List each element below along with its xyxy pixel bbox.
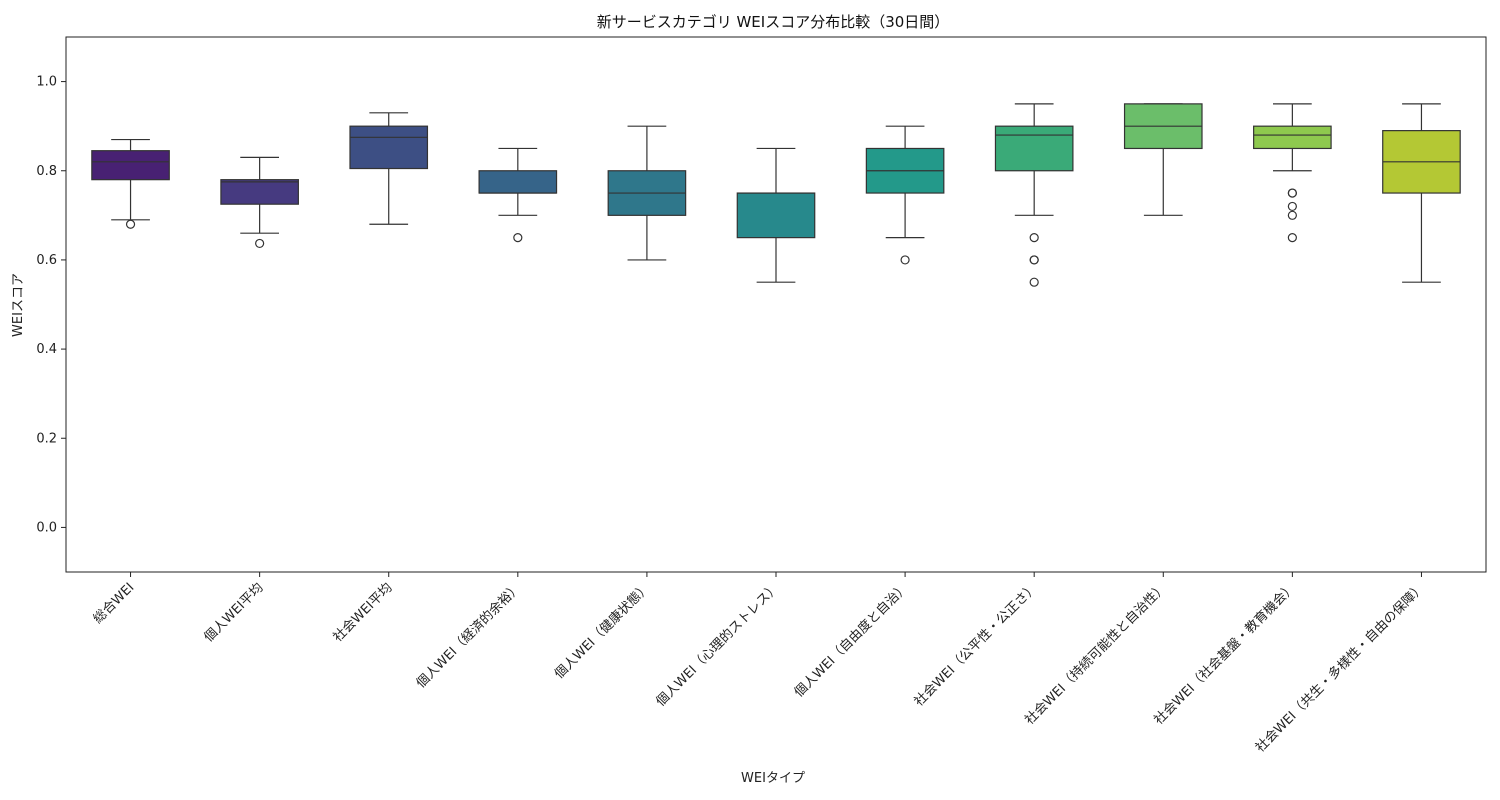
y-tick-label: 1.0 bbox=[36, 75, 57, 90]
box-iqr bbox=[349, 125, 429, 170]
outlier-point bbox=[1287, 201, 1297, 212]
y-tick-label: 0.6 bbox=[36, 253, 57, 268]
box-iqr bbox=[478, 170, 558, 194]
outlier-point bbox=[125, 219, 136, 229]
x-tick-label: 社会WEI（持続可能性と自治性） bbox=[1022, 580, 1170, 728]
outlier-point bbox=[1287, 210, 1297, 220]
outlier-point bbox=[1287, 233, 1297, 243]
x-tick-label: 個人WEI（健康状態） bbox=[551, 580, 653, 682]
x-tick-label: 個人WEI（経済的余裕） bbox=[413, 580, 525, 692]
x-tick-label: 個人WEI（心理的ストレス） bbox=[653, 580, 783, 710]
x-tick-label: 個人WEI（自由度と自治） bbox=[791, 580, 912, 701]
outlier-point bbox=[1029, 233, 1039, 243]
box-iqr bbox=[91, 150, 170, 181]
x-tick-label: 社会WEI平均 bbox=[330, 580, 396, 646]
outlier-point bbox=[1029, 255, 1039, 265]
outlier-point bbox=[900, 255, 910, 265]
x-axis-title: WEIタイプ bbox=[741, 771, 805, 786]
y-tick-label: 0.8 bbox=[36, 164, 57, 179]
plot-frame bbox=[65, 36, 1487, 573]
y-axis-title: WEIスコア bbox=[11, 273, 26, 337]
x-tick-label: 社会WEI（社会基盤・教育機会） bbox=[1151, 580, 1299, 728]
x-tick-label: 個人WEI平均 bbox=[201, 580, 266, 645]
x-tick-label: 社会WEI（公平性・公正さ） bbox=[911, 580, 1041, 710]
outlier-point bbox=[1029, 277, 1039, 287]
y-tick-label: 0.4 bbox=[36, 342, 57, 357]
outlier-point bbox=[1287, 188, 1297, 198]
outlier-point bbox=[255, 238, 265, 249]
box-iqr bbox=[994, 125, 1074, 172]
box-iqr bbox=[1253, 125, 1332, 150]
x-tick-label: 総合WEI bbox=[91, 580, 138, 627]
y-tick-label: 0.0 bbox=[36, 520, 57, 535]
y-tick-label: 0.2 bbox=[36, 431, 57, 446]
box-iqr bbox=[736, 192, 816, 239]
chart-title: 新サービスカテゴリ WEIスコア分布比較（30日間） bbox=[597, 13, 950, 31]
outlier-point bbox=[513, 233, 523, 243]
box-iqr bbox=[220, 179, 299, 205]
